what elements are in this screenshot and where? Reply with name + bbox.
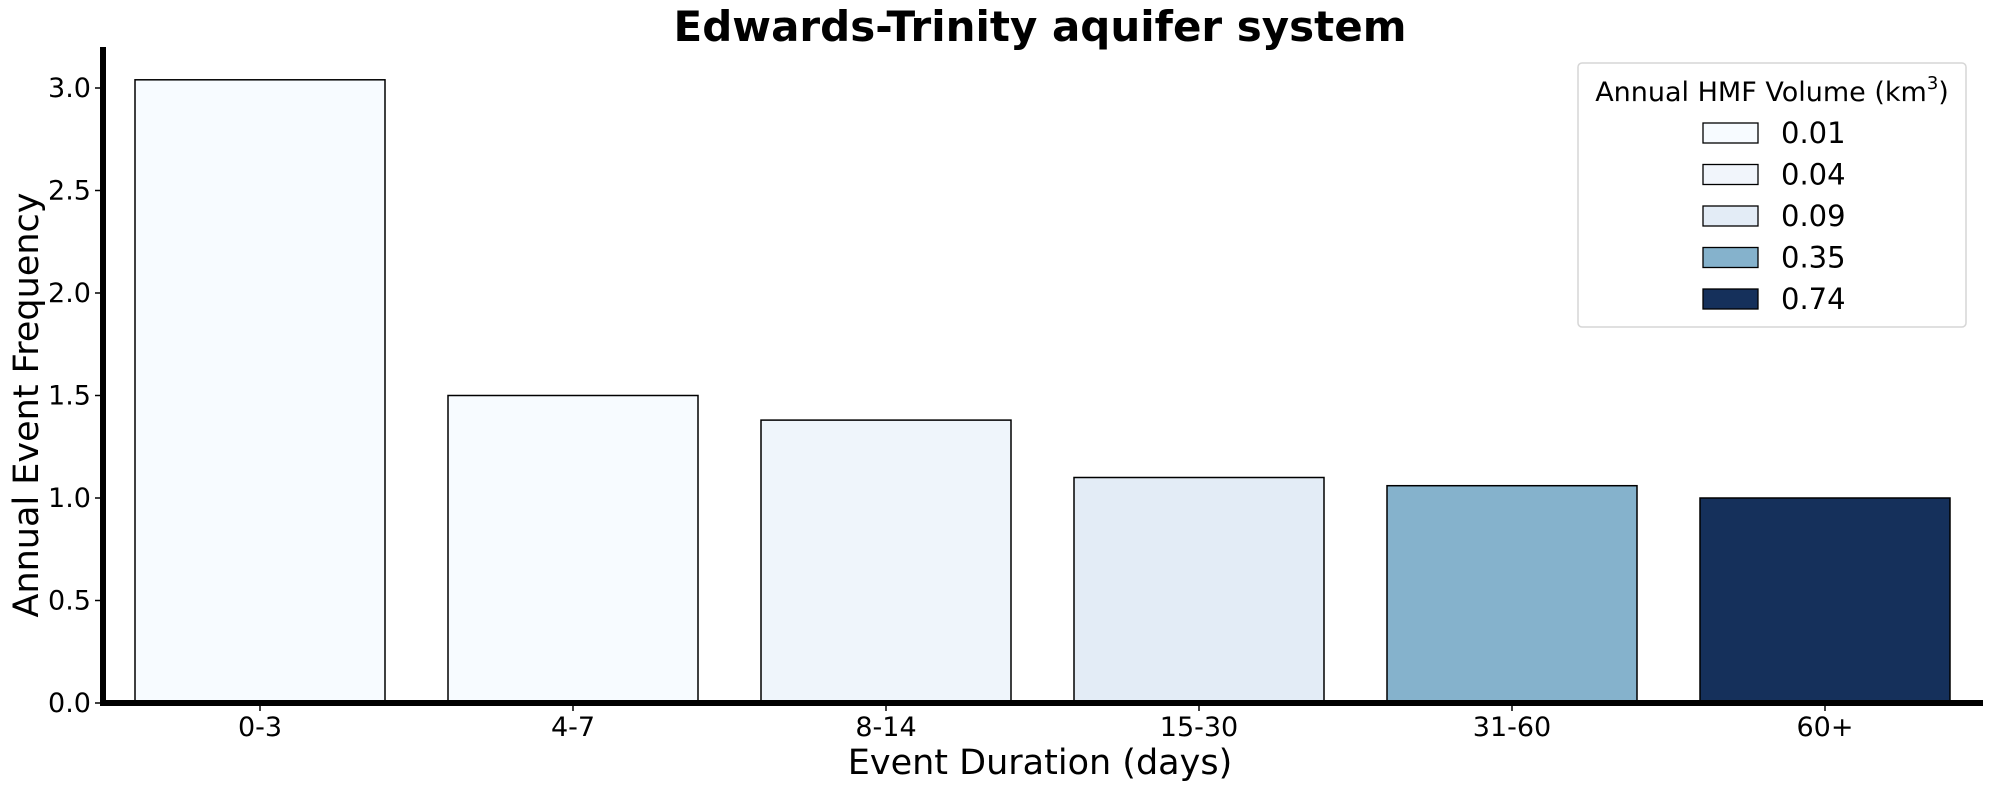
y-axis-label: Annual Event Frequency — [7, 193, 47, 618]
y-tick-label: 3.0 — [48, 73, 91, 104]
legend-swatch — [1702, 288, 1759, 310]
legend-label: 0.01 — [1781, 116, 1846, 150]
bar-31-60 — [1386, 484, 1638, 704]
legend-title-superscript: 3 — [1927, 73, 1938, 94]
legend-swatch — [1702, 246, 1759, 269]
legend-label: 0.09 — [1781, 199, 1846, 233]
bars-group — [134, 79, 1951, 704]
bar-0-3 — [134, 79, 386, 704]
x-ticks-group: 0-3 4-7 8-14 15-30 31-60 60+ — [238, 703, 1854, 743]
bar-60+ — [1699, 497, 1951, 704]
bar-4-7 — [447, 394, 699, 704]
legend-entries: 0.01 0.04 0.09 0.35 0.74 — [1702, 116, 1846, 316]
y-tick-label: 2.5 — [48, 176, 91, 207]
y-tick-label: 2.0 — [48, 278, 91, 309]
legend-swatch — [1702, 163, 1759, 186]
y-tick-label: 0.5 — [48, 586, 91, 617]
y-tick-label: 1.5 — [48, 381, 91, 412]
bar-8-14 — [760, 419, 1012, 704]
x-tick-label: 60+ — [1797, 712, 1854, 743]
y-tick-label: 0.0 — [48, 688, 91, 719]
legend-label: 0.74 — [1781, 282, 1846, 316]
y-tick-label: 1.0 — [48, 483, 91, 514]
x-tick-label: 15-30 — [1160, 712, 1238, 743]
legend-label: 0.35 — [1781, 241, 1846, 275]
y-ticks-group: 0.0 0.5 1.0 1.5 2.0 2.5 3.0 — [48, 73, 103, 719]
x-tick-label: 0-3 — [238, 712, 282, 743]
bar-15-30 — [1073, 476, 1325, 704]
x-tick-label: 31-60 — [1473, 712, 1551, 743]
legend-box — [1577, 62, 1967, 328]
legend-title-suffix: ) — [1938, 77, 1949, 108]
legend-title-text: Annual HMF Volume (km — [1595, 77, 1927, 108]
chart-title: Edwards-Trinity aquifer system — [674, 2, 1407, 51]
legend-title: Annual HMF Volume (km3) — [1595, 73, 1949, 108]
x-tick-label: 8-14 — [855, 712, 916, 743]
x-axis-label: Event Duration (days) — [848, 743, 1232, 783]
legend: Annual HMF Volume (km3) 0.01 0.04 0.09 0.35… — [1577, 62, 1967, 328]
legend-label: 0.04 — [1781, 158, 1846, 192]
x-tick-label: 4-7 — [551, 712, 595, 743]
legend-swatch — [1702, 205, 1759, 227]
legend-swatch — [1702, 122, 1759, 144]
